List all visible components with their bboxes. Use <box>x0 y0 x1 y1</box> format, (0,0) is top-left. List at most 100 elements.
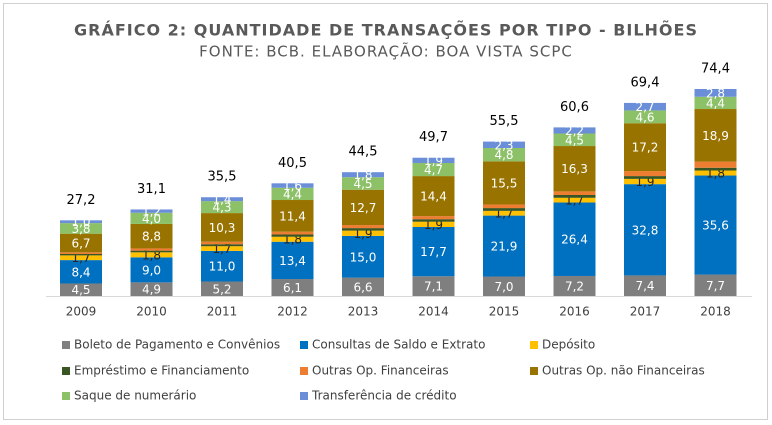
bar-segment <box>130 250 173 253</box>
bar-segment <box>553 191 596 196</box>
data-label: 2,2 <box>565 124 584 138</box>
chart-subtitle: FONTE: BCB. ELABORAÇÃO: BOA VISTA SCPC <box>199 42 573 61</box>
bar-segment <box>342 235 384 278</box>
legend-swatch <box>300 392 308 400</box>
bar-segment <box>624 176 666 179</box>
bar-segment <box>624 102 666 111</box>
bar-segment <box>271 183 314 188</box>
bar-segment <box>694 109 737 162</box>
bar-segment <box>412 221 455 227</box>
bar-segment <box>130 252 173 258</box>
bar-segment <box>60 255 102 261</box>
data-label: 1,9 <box>424 154 443 168</box>
x-tick-label: 2010 <box>136 305 167 319</box>
data-label: 17,2 <box>632 141 659 155</box>
bar-segment <box>694 89 737 97</box>
bar-segment <box>694 175 737 275</box>
bar-segment <box>483 204 525 209</box>
bar-segment <box>342 189 384 226</box>
bar-segment <box>694 170 737 176</box>
bar-segment <box>60 260 102 284</box>
total-label: 49,7 <box>419 130 448 145</box>
bar-segment <box>412 227 455 277</box>
total-label: 55,5 <box>490 114 519 129</box>
bar-segment <box>130 257 173 283</box>
x-tick-label: 2015 <box>489 305 520 319</box>
total-label: 74,4 <box>701 62 730 77</box>
bar-segment <box>694 96 737 110</box>
legend-swatch <box>300 367 308 375</box>
bar-segment <box>483 210 525 216</box>
bar-segment <box>624 275 666 296</box>
data-label: 4,3 <box>212 201 231 215</box>
bar-segment <box>271 200 314 232</box>
data-label: 3,8 <box>71 222 90 236</box>
bar-segment <box>694 167 737 171</box>
data-label: 4,5 <box>353 177 372 191</box>
bar-segment <box>342 177 384 190</box>
bar-segment <box>412 216 455 220</box>
legend-label: Outras Op. não Financeiras <box>542 364 705 378</box>
bar-segment <box>694 274 737 296</box>
x-tick-label: 2016 <box>559 305 590 319</box>
bar-segment <box>130 212 173 224</box>
bar-segment <box>694 161 737 168</box>
data-label: 1,6 <box>283 179 302 193</box>
bar-segment <box>201 213 243 242</box>
bar-segment <box>624 171 666 177</box>
bar-segment <box>271 236 314 242</box>
bar-segment <box>201 246 243 251</box>
bar-segment <box>342 277 384 296</box>
bar-segment <box>553 202 596 276</box>
bar-segment <box>201 250 243 282</box>
total-label: 31,1 <box>137 182 166 197</box>
bar-segment <box>201 241 243 245</box>
x-tick-label: 2012 <box>277 305 308 319</box>
bar-segment <box>412 276 455 296</box>
data-label: 4,9 <box>142 283 161 297</box>
data-label: 6,1 <box>283 281 302 295</box>
bar-segment <box>483 141 525 148</box>
data-label: 4,0 <box>142 212 161 226</box>
data-label: 12,7 <box>350 201 377 215</box>
bar-segment <box>201 197 243 202</box>
bar-segment <box>553 197 596 203</box>
data-label: 7,4 <box>635 279 654 293</box>
bar-segment <box>271 231 314 235</box>
data-label: 9,0 <box>142 263 161 277</box>
bar-segment <box>271 234 314 237</box>
total-label: 44,5 <box>349 145 378 160</box>
legend-swatch <box>62 367 70 375</box>
bar-segment <box>553 275 596 296</box>
data-label: 7,0 <box>494 280 513 294</box>
data-label: 8,8 <box>142 230 161 244</box>
data-label: 18,9 <box>702 129 729 143</box>
data-label: 8,4 <box>71 265 90 279</box>
bar-segment <box>130 282 173 296</box>
data-label: 32,8 <box>632 223 659 237</box>
data-label: 5,2 <box>212 282 231 296</box>
legend-swatch <box>530 341 538 349</box>
data-label: 4,4 <box>283 187 302 201</box>
bar-segment <box>201 244 243 247</box>
bar-segment <box>201 201 243 214</box>
bar-segment <box>624 178 666 185</box>
bar-segment <box>60 223 102 234</box>
data-label: 15,5 <box>491 176 518 190</box>
data-label: 4,5 <box>71 283 90 297</box>
bar-segment <box>60 253 102 256</box>
bar-segment <box>553 146 596 192</box>
bar-segment <box>60 233 102 253</box>
data-label: 7,2 <box>565 279 584 293</box>
x-tick-label: 2014 <box>418 305 449 319</box>
bar-segment <box>271 279 314 296</box>
bar-segment <box>483 276 525 296</box>
legend-swatch <box>300 341 308 349</box>
bar-segment <box>130 248 173 251</box>
x-tick-label: 2013 <box>348 305 379 319</box>
legend-swatch <box>530 367 538 375</box>
data-label: 26,4 <box>561 233 588 247</box>
bar-segment <box>342 225 384 229</box>
bar-segment <box>342 228 384 231</box>
